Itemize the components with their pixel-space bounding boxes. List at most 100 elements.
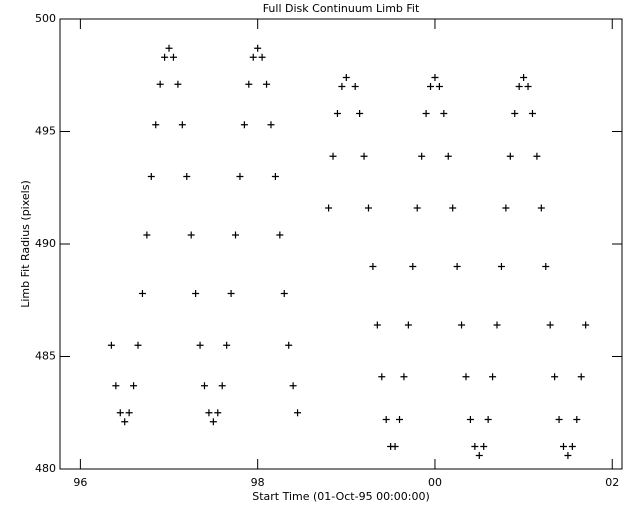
data-point [263, 80, 271, 88]
data-point [342, 74, 350, 81]
y-tick-label: 500 [35, 12, 56, 25]
data-point [471, 443, 479, 450]
data-point [329, 152, 337, 160]
data-point [147, 173, 155, 180]
data-point [183, 173, 191, 180]
data-point [165, 44, 173, 52]
y-tick-label: 490 [35, 237, 56, 250]
data-point [200, 382, 208, 390]
data-point [497, 263, 505, 270]
data-point [431, 74, 439, 81]
data-point [156, 80, 164, 88]
data-point [506, 152, 514, 160]
data-point [240, 121, 248, 129]
data-point [555, 416, 563, 423]
data-point [351, 83, 359, 90]
data-point [413, 204, 421, 212]
data-point [409, 263, 417, 270]
data-point [373, 321, 381, 329]
x-tick-label: 00 [428, 476, 442, 489]
data-point [520, 74, 528, 81]
data-point [333, 110, 341, 117]
data-point [214, 409, 222, 417]
y-axis-label: Limb Fit Radius (pixels) [19, 180, 32, 308]
data-point [285, 341, 293, 349]
data-point [400, 373, 408, 381]
data-point [480, 443, 488, 450]
data-point [391, 443, 399, 450]
data-point [218, 382, 226, 390]
data-point [551, 373, 559, 381]
data-point [196, 341, 204, 349]
data-point [130, 382, 138, 390]
data-point [564, 452, 572, 459]
data-point [121, 418, 129, 426]
data-point [404, 321, 412, 329]
data-point [546, 321, 554, 329]
data-point [249, 53, 257, 61]
data-point [116, 409, 124, 417]
data-point [338, 83, 346, 90]
data-point [325, 204, 333, 212]
data-point [484, 416, 492, 423]
data-point [187, 231, 195, 239]
data-point [444, 152, 452, 160]
data-point [515, 83, 523, 90]
data-point [458, 321, 466, 329]
data-point [364, 204, 372, 212]
data-point [227, 290, 235, 297]
data-point [360, 152, 368, 160]
data-point [209, 418, 217, 426]
data-point [533, 152, 541, 160]
data-point [174, 80, 182, 88]
data-point [143, 231, 151, 239]
x-tick-label: 96 [73, 476, 87, 489]
data-point [125, 409, 133, 417]
y-tick-label: 485 [35, 350, 56, 363]
data-point [453, 263, 461, 270]
data-point [134, 341, 142, 349]
data-point [178, 121, 186, 129]
data-point [528, 110, 536, 117]
data-point [559, 443, 567, 450]
data-point [280, 290, 288, 297]
data-point [537, 204, 545, 212]
data-point [524, 83, 532, 90]
y-tick-label: 495 [35, 125, 56, 138]
data-point [396, 416, 404, 423]
data-point [378, 373, 386, 381]
data-point [440, 110, 448, 117]
data-point [489, 373, 497, 381]
chart-title: Full Disk Continuum Limb Fit [263, 2, 420, 15]
y-tick-label: 480 [35, 462, 56, 475]
data-point [422, 110, 430, 117]
data-point [107, 341, 115, 349]
data-point [542, 263, 550, 270]
data-point [582, 321, 590, 329]
data-point [138, 290, 146, 297]
data-point [223, 341, 231, 349]
data-point [466, 416, 474, 423]
data-point [435, 83, 443, 90]
data-point [232, 231, 240, 239]
data-point [258, 53, 266, 61]
data-point [511, 110, 519, 117]
data-point [294, 409, 302, 417]
data-point [205, 409, 213, 417]
data-point [577, 373, 585, 381]
data-point [369, 263, 377, 270]
data-point [382, 416, 390, 423]
data-point [276, 231, 284, 239]
data-point [152, 121, 160, 129]
data-point [462, 373, 470, 381]
data-point [169, 53, 177, 61]
data-point [573, 416, 581, 423]
x-tick-label: 02 [605, 476, 619, 489]
data-point [418, 152, 426, 160]
data-point [236, 173, 244, 180]
data-point [267, 121, 275, 129]
x-tick-label: 98 [251, 476, 265, 489]
data-point [475, 452, 483, 459]
data-point [493, 321, 501, 329]
